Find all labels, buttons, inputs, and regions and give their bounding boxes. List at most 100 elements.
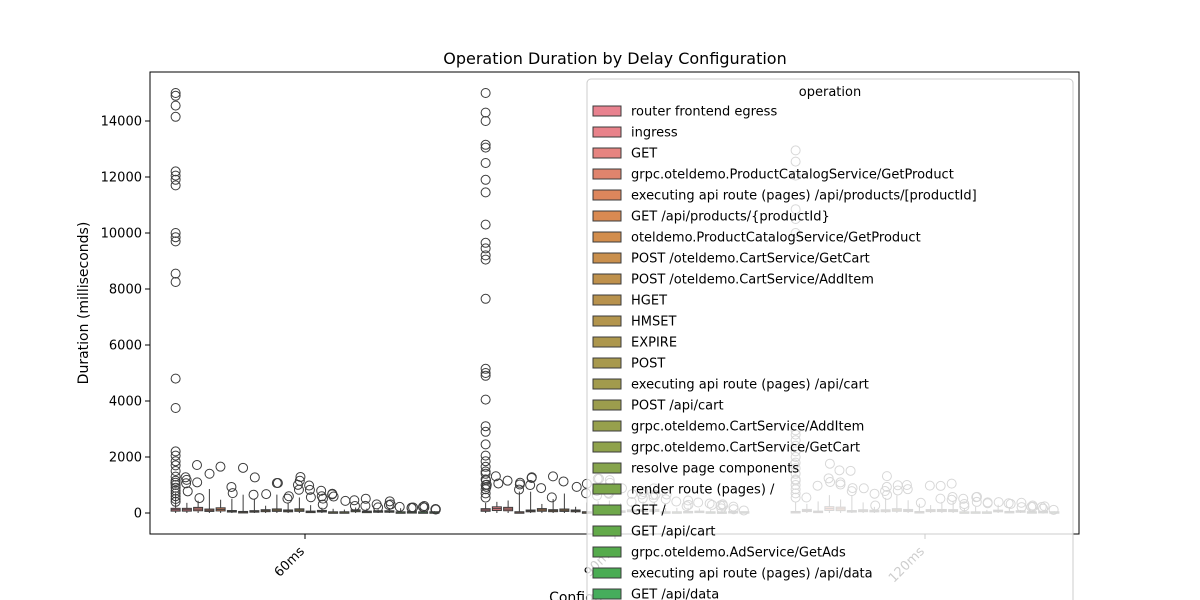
legend-entry-label: GET /api/products/{productId}	[631, 210, 830, 225]
outlier-point	[480, 370, 491, 381]
outlier-point	[480, 421, 491, 432]
legend-entry-label: grpc.oteldemo.CartService/AddItem	[631, 420, 864, 435]
outlier-point	[384, 496, 395, 507]
outlier-point	[170, 232, 181, 243]
outlier-point	[170, 170, 181, 181]
outlier-point	[546, 492, 557, 503]
outlier-point	[272, 478, 283, 489]
legend-entry-label: EXPIRE	[631, 336, 677, 351]
outlier-point	[349, 495, 360, 506]
outlier-point	[170, 277, 181, 287]
outlier-point	[480, 139, 491, 150]
legend-entry-label: grpc.oteldemo.ProductCatalogService/GetP…	[631, 168, 954, 183]
legend-entry-label: POST /oteldemo.CartService/GetCart	[631, 252, 870, 267]
outlier-point	[170, 485, 181, 496]
outlier-point	[480, 492, 491, 503]
legend-swatch	[592, 483, 622, 495]
outlier-point	[430, 504, 441, 515]
outlier-point	[304, 480, 315, 491]
outlier-point	[170, 88, 181, 98]
outlier-point	[170, 480, 181, 490]
outlier-point	[480, 394, 491, 405]
outlier-point	[170, 166, 181, 177]
legend-entry-label: POST /api/cart	[631, 399, 724, 414]
outlier-point	[249, 472, 260, 483]
outlier-point	[418, 501, 429, 512]
outlier-point	[349, 500, 360, 511]
outlier-point	[480, 107, 491, 118]
y-axis: 0 2000 4000 6000 8000 10000 12000 14000	[101, 115, 150, 522]
outlier-point	[480, 439, 491, 450]
outlier-point	[360, 500, 371, 511]
outlier-point	[170, 475, 181, 486]
legend-swatch	[592, 378, 622, 390]
legend-entry-label: oteldemo.ProductCatalogService/GetProduc…	[631, 231, 921, 246]
outlier-point	[316, 491, 327, 502]
legend-swatch	[592, 315, 622, 327]
legend-entry-label: HGET	[631, 294, 667, 309]
outlier-point	[514, 484, 525, 495]
outlier-point	[226, 481, 237, 492]
outlier-point	[480, 88, 491, 98]
outlier-point	[327, 489, 338, 500]
y-axis-label: Duration (milliseconds)	[76, 222, 92, 385]
outlier-point	[480, 450, 491, 461]
outlier-point	[360, 493, 371, 504]
outlier-point	[238, 462, 249, 473]
legend-entry-label: ingress	[631, 126, 678, 141]
outlier-point	[170, 100, 181, 111]
outlier-point	[383, 499, 394, 510]
outlier-point	[293, 484, 304, 495]
outlier-point	[480, 363, 491, 374]
legend-swatch	[592, 147, 622, 159]
outlier-point	[419, 500, 430, 511]
outlier-point	[558, 476, 569, 487]
outlier-point	[170, 488, 181, 499]
legend-entry-label: HMSET	[631, 315, 676, 330]
outlier-point	[170, 236, 181, 247]
outlier-point	[170, 460, 181, 471]
outlier-point	[526, 472, 537, 483]
outlier-point	[283, 491, 294, 502]
y-tick-label: 10000	[101, 227, 142, 242]
outlier-point	[515, 477, 526, 488]
outlier-point	[170, 111, 181, 122]
outlier-point	[170, 471, 181, 482]
outlier-point	[480, 187, 491, 198]
legend-swatch	[592, 357, 622, 369]
legend-entry-label: grpc.oteldemo.AdService/GetAds	[631, 546, 846, 561]
legend-swatch	[592, 189, 622, 201]
outlier-point	[180, 472, 191, 483]
legend-swatch	[592, 294, 622, 306]
outlier-point	[490, 471, 501, 482]
outlier-point	[480, 293, 491, 304]
x-axis-label: Configu	[549, 590, 603, 600]
y-tick-label: 8000	[109, 283, 142, 298]
outlier-point	[170, 373, 181, 384]
outlier-point	[480, 461, 491, 472]
outlier-point	[170, 450, 181, 461]
outlier-point	[170, 268, 181, 279]
outlier-point	[480, 426, 491, 437]
outlier-point	[480, 368, 491, 378]
outlier-point	[480, 474, 491, 485]
legend-swatch	[592, 546, 622, 558]
legend-swatch	[592, 336, 622, 348]
legend-entry-label: render route (pages) /	[631, 483, 775, 498]
legend-entry-label: GET	[631, 147, 657, 162]
outlier-point	[170, 496, 181, 507]
legend-swatch	[592, 441, 622, 453]
outlier-point	[282, 493, 293, 504]
legend-swatch	[592, 126, 622, 138]
outlier-point	[480, 116, 491, 126]
outlier-point	[480, 466, 491, 477]
outlier-point	[182, 486, 193, 497]
legend-entry-label: GET /api/data	[631, 588, 719, 600]
outlier-point	[406, 502, 417, 513]
legend-swatch	[592, 462, 622, 474]
y-tick-label: 14000	[101, 115, 142, 130]
legend-entry-label: POST	[631, 357, 665, 372]
legend-swatch	[592, 588, 622, 600]
legend-entry-label: executing api route (pages) /api/data	[631, 567, 873, 582]
legend-swatch	[592, 525, 622, 537]
